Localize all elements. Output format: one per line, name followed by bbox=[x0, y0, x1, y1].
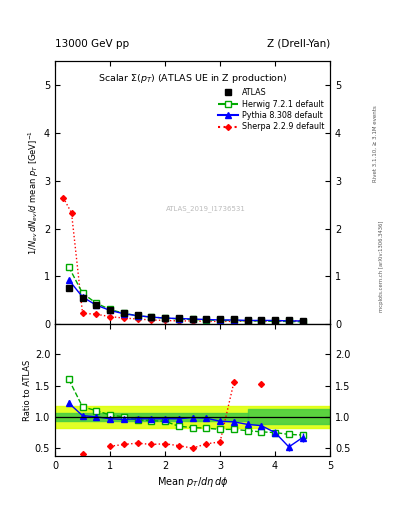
Text: Z (Drell-Yan): Z (Drell-Yan) bbox=[267, 38, 330, 49]
Legend: ATLAS, Herwig 7.2.1 default, Pythia 8.308 default, Sherpa 2.2.9 default: ATLAS, Herwig 7.2.1 default, Pythia 8.30… bbox=[216, 87, 326, 133]
Text: mcplots.cern.ch [arXiv:1306.3436]: mcplots.cern.ch [arXiv:1306.3436] bbox=[379, 221, 384, 312]
Text: 13000 GeV pp: 13000 GeV pp bbox=[55, 38, 129, 49]
Y-axis label: Ratio to ATLAS: Ratio to ATLAS bbox=[23, 359, 32, 420]
Text: Scalar $\Sigma(p_T)$ (ATLAS UE in Z production): Scalar $\Sigma(p_T)$ (ATLAS UE in Z prod… bbox=[98, 72, 287, 85]
Text: Rivet 3.1.10, ≥ 3.1M events: Rivet 3.1.10, ≥ 3.1M events bbox=[373, 105, 378, 182]
Y-axis label: $1/N_{ev}\, dN_{ev}/d$ mean $p_T$ [GeV]$^{-1}$: $1/N_{ev}\, dN_{ev}/d$ mean $p_T$ [GeV]$… bbox=[27, 131, 41, 255]
Text: ATLAS_2019_I1736531: ATLAS_2019_I1736531 bbox=[166, 205, 246, 212]
X-axis label: Mean $p_T/d\eta\, d\phi$: Mean $p_T/d\eta\, d\phi$ bbox=[157, 475, 228, 489]
